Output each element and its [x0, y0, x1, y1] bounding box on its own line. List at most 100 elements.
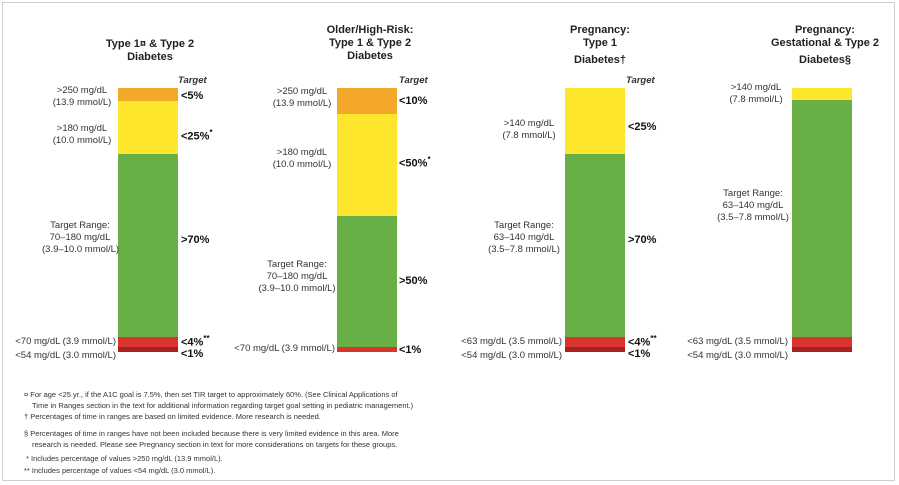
panel-1-label-very-high-line-2: (13.9 mmol/L): [52, 97, 112, 108]
panel-2-bar: [337, 88, 397, 352]
panel-1-seg-very-low: [118, 347, 178, 352]
panel-2-title: Older/High-Risk: Type 1 & Type 2 Diabete…: [315, 24, 425, 63]
panel-1-label-target: Target Range: 70–180 mg/dL (3.9–10.0 mmo…: [42, 220, 120, 256]
panel-3-target-high: <25%: [628, 121, 657, 133]
panel-4-title-line-1: Pregnancy:: [795, 24, 855, 36]
panel-2-seg-target: [337, 216, 397, 347]
panel-1-label-target-line-2: 70–180 mg/dL: [49, 232, 111, 243]
panel-2-target-very-high: <10%: [399, 95, 428, 107]
panel-3-label-high: >140 mg/dL (7.8 mmol/L): [497, 118, 561, 142]
panel-1-label-very-low: <54 mg/dL (3.0 mmol/L): [15, 350, 116, 361]
panel-1-label-high-line-2: (10.0 mmol/L): [52, 135, 112, 146]
panel-1-target-very-high: <5%: [181, 90, 204, 102]
panel-3-label-high-line-2: (7.8 mmol/L): [502, 130, 556, 141]
panel-1-title-line-1: Type 1¤ & Type 2: [105, 38, 195, 50]
panel-1-seg-very-high: [118, 88, 178, 101]
panel-1-target-high: <25%*: [181, 128, 213, 143]
panel-1-seg-high: [118, 101, 178, 154]
panel-3-label-high-line-1: >140 mg/dL: [503, 118, 555, 129]
panel-3-bar: [565, 88, 625, 352]
panel-1-seg-target: [118, 154, 178, 337]
panel-3-seg-very-low: [565, 347, 625, 352]
panel-3-seg-high: [565, 88, 625, 154]
panel-4-title-line-3: Diabetes§: [799, 54, 851, 66]
panel-1-target-low: <4%**: [181, 334, 210, 349]
panel-2-seg-very-high: [337, 88, 397, 114]
panel-4-label-high-line-1: >140 mg/dL: [730, 82, 782, 93]
panel-4-seg-target: [792, 100, 852, 337]
panel-3-label-target: Target Range: 63–140 mg/dL (3.5–7.8 mmol…: [483, 220, 565, 256]
panel-4-label-high-line-2: (7.8 mmol/L): [729, 94, 783, 105]
footnote-4: * Includes percentage of values >250 mg/…: [26, 454, 223, 463]
panel-3-label-low: <63 mg/dL (3.5 mmol/L): [461, 336, 562, 347]
panel-3-title-line-2: Type 1: [582, 37, 618, 49]
panel-1-target-range: >70%: [181, 234, 210, 246]
footnote-3-line-1: § Percentages of time in ranges have not…: [24, 429, 399, 438]
panel-2-target-range: >50%: [399, 275, 428, 287]
panel-4-label-target-line-2: 63–140 mg/dL: [722, 200, 784, 211]
panel-4-label-target-line-1: Target Range:: [723, 188, 783, 199]
panel-4-title: Pregnancy: Gestational & Type 2 Diabetes…: [760, 24, 890, 67]
panel-3-target-low: <4%**: [628, 334, 657, 349]
panel-1-target-header: Target: [178, 75, 207, 86]
panel-3-title-line-3: Diabetes†: [574, 54, 626, 66]
panel-1-label-high: >180 mg/dL (10.0 mmol/L): [50, 123, 114, 147]
panel-2-title-line-3: Diabetes: [347, 50, 393, 62]
panel-2-label-high-line-2: (10.0 mmol/L): [272, 159, 332, 170]
panel-1-title: Type 1¤ & Type 2 Diabetes: [95, 38, 205, 64]
panel-1-label-low: <70 mg/dL (3.9 mmol/L): [15, 336, 116, 347]
footnote-1-line-1: ¤ For age <25 yr., if the A1C goal is 7.…: [24, 390, 398, 399]
panel-2-label-low: <70 mg/dL (3.9 mmol/L): [234, 343, 335, 354]
panel-3-target-range: >70%: [628, 234, 657, 246]
panel-2-target-very-low: <1%: [399, 344, 422, 356]
panel-3-label-target-line-2: 63–140 mg/dL: [493, 232, 555, 243]
panel-2-label-high-line-1: >180 mg/dL: [276, 147, 328, 158]
panel-3-title-line-1: Pregnancy:: [570, 24, 630, 36]
panel-1-label-very-high: >250 mg/dL (13.9 mmol/L): [50, 85, 114, 109]
panel-3-seg-low: [565, 337, 625, 347]
panel-2-label-very-high: >250 mg/dL (13.9 mmol/L): [270, 86, 334, 110]
panel-4-title-line-2: Gestational & Type 2: [771, 37, 879, 49]
panel-1-bar: [118, 88, 178, 352]
footnote-marker: *: [427, 155, 431, 164]
panel-1-label-very-high-line-1: >250 mg/dL: [56, 85, 108, 96]
panel-4-seg-low: [792, 337, 852, 347]
panel-1-title-line-2: Diabetes: [127, 51, 173, 63]
panel-2-title-line-1: Older/High-Risk:: [326, 24, 414, 36]
footnote-1-line-2: Time in Ranges section in the text for a…: [32, 401, 414, 410]
panel-4-label-high: >140 mg/dL (7.8 mmol/L): [724, 82, 788, 106]
panel-2-label-target-line-1: Target Range:: [267, 259, 327, 270]
panel-2-title-line-2: Type 1 & Type 2: [328, 37, 412, 49]
panel-1-label-target-line-3: (3.9–10.0 mmol/L): [42, 244, 120, 255]
panel-2-seg-high: [337, 114, 397, 216]
panel-3-label-target-line-3: (3.5–7.8 mmol/L): [488, 244, 560, 255]
panel-4-seg-high: [792, 88, 852, 100]
panel-1-target-very-low: <1%: [181, 348, 204, 360]
panel-4-label-low: <63 mg/dL (3.5 mmol/L): [687, 336, 788, 347]
panel-1-label-target-line-1: Target Range:: [50, 220, 110, 231]
footnote-marker: **: [650, 334, 657, 343]
panel-3-seg-target: [565, 154, 625, 337]
panel-2-label-high: >180 mg/dL (10.0 mmol/L): [270, 147, 334, 171]
panel-2-label-target-line-3: (3.9–10.0 mmol/L): [258, 283, 336, 294]
footnote-marker: *: [209, 128, 213, 137]
panel-4-bar: [792, 88, 852, 352]
panel-2-target-high: <50%*: [399, 155, 431, 170]
panel-3-target-very-low: <1%: [628, 348, 651, 360]
panel-3-target-header: Target: [626, 75, 655, 86]
panel-2-label-very-high-line-1: >250 mg/dL: [276, 86, 328, 97]
footnote-2: † Percentages of time in ranges are base…: [24, 412, 321, 421]
panel-1-seg-low: [118, 337, 178, 347]
panel-2-seg-low: [337, 347, 397, 352]
panel-2-label-target: Target Range: 70–180 mg/dL (3.9–10.0 mmo…: [258, 259, 336, 295]
panel-2-label-target-line-2: 70–180 mg/dL: [266, 271, 328, 282]
panel-4-label-very-low: <54 mg/dL (3.0 mmol/L): [687, 350, 788, 361]
panel-3-title: Pregnancy: Type 1 Diabetes†: [545, 24, 655, 67]
panel-2-label-very-high-line-2: (13.9 mmol/L): [272, 98, 332, 109]
panel-1-label-high-line-1: >180 mg/dL: [56, 123, 108, 134]
panel-2-target-header: Target: [399, 75, 428, 86]
footnote-3-line-2: research is needed. Please see Pregnancy…: [32, 440, 398, 449]
panel-4-label-target-line-3: (3.5–7.8 mmol/L): [717, 212, 789, 223]
panel-3-label-very-low: <54 mg/dL (3.0 mmol/L): [461, 350, 562, 361]
